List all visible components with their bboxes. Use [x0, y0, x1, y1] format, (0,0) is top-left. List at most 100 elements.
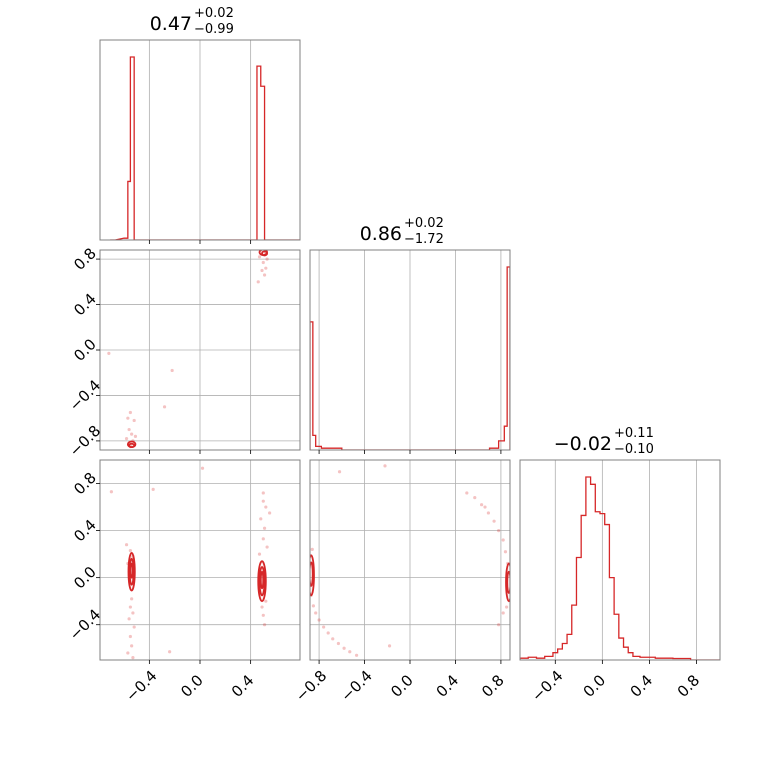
sample-point	[322, 625, 326, 629]
panel-content	[520, 476, 720, 660]
panel-content	[110, 56, 300, 240]
sample-point	[337, 470, 342, 474]
histogram-step	[110, 56, 300, 240]
x-tick-label: 0.4	[627, 671, 657, 701]
sample-point	[479, 503, 484, 507]
sample-point	[127, 427, 131, 432]
param-title-minus: −0.10	[614, 442, 654, 457]
density-contour	[506, 570, 510, 594]
sample-point	[260, 268, 264, 273]
sample-point	[170, 368, 174, 373]
x-tick-label: −0.4	[528, 667, 566, 705]
sample-point	[128, 548, 132, 553]
density-contour	[310, 561, 314, 587]
sample-point	[126, 416, 130, 420]
sample-point	[342, 646, 346, 650]
sample-point	[130, 597, 134, 601]
x-tick-label: 0.4	[228, 671, 258, 701]
sample-point	[265, 257, 269, 261]
density-contour	[129, 562, 134, 579]
x-tick-label: 0.8	[478, 671, 508, 701]
sample-point	[268, 511, 272, 515]
panel-r1-c1: 0.86 +0.02−1.72	[309, 216, 511, 454]
sample-point	[133, 434, 138, 438]
sample-point	[162, 405, 167, 409]
sample-point	[501, 538, 505, 542]
histogram-step	[310, 266, 510, 450]
sample-point	[387, 644, 392, 648]
sample-point	[348, 650, 352, 654]
sample-point	[261, 499, 265, 503]
panel-content	[310, 266, 510, 450]
sample-point	[310, 547, 314, 552]
sample-point	[261, 537, 265, 541]
y-tick-label: 0.0	[70, 335, 100, 365]
sample-point	[128, 605, 132, 609]
param-title-value: 0.86	[360, 223, 402, 245]
sample-point	[314, 611, 318, 615]
sample-point	[492, 519, 496, 523]
sample-point	[131, 611, 135, 615]
param-title-plus: +0.11	[614, 426, 654, 441]
sample-point	[124, 543, 129, 547]
sample-point	[126, 651, 130, 655]
x-tick-label: −0.4	[337, 667, 375, 705]
sample-point	[486, 511, 491, 515]
sample-point	[257, 255, 262, 259]
param-title-minus: −1.72	[404, 232, 444, 247]
y-tick-label: 0.8	[70, 244, 100, 274]
sample-point	[317, 618, 321, 622]
panel-r0-c0: 0.47 +0.02−0.99	[99, 6, 301, 244]
sample-point	[262, 273, 267, 277]
x-tick-label: 0.8	[674, 671, 704, 701]
sample-point	[264, 599, 268, 603]
sample-point	[151, 487, 155, 492]
sample-point	[331, 637, 335, 641]
sample-point	[124, 437, 129, 441]
sample-point	[326, 631, 330, 635]
sample-point	[107, 351, 111, 356]
sample-point	[261, 613, 265, 617]
sample-point	[354, 653, 359, 657]
sample-point	[200, 466, 205, 470]
sample-point	[132, 625, 136, 629]
panel-r1-c0: −0.8−0.40.00.40.8	[66, 244, 301, 460]
y-tick-label: 0.8	[70, 469, 100, 499]
sample-point	[168, 650, 172, 654]
y-tick-label: 0.4	[70, 516, 100, 546]
x-tick-label: −0.4	[122, 667, 160, 705]
sample-point	[311, 604, 316, 608]
sample-point	[503, 550, 508, 554]
sample-point	[131, 656, 135, 660]
sample-point	[483, 505, 487, 509]
sample-point	[259, 517, 263, 521]
sample-point	[265, 545, 269, 549]
sample-point	[261, 260, 265, 265]
panel-content	[310, 464, 510, 657]
sample-point	[264, 505, 268, 509]
sample-point	[130, 644, 134, 648]
sample-point	[262, 623, 267, 627]
sample-point	[109, 490, 113, 494]
sample-point	[501, 611, 505, 615]
sample-point	[128, 410, 132, 415]
param-title-plus: +0.02	[404, 216, 444, 231]
x-tick-label: 0.0	[177, 671, 207, 701]
sample-point	[336, 641, 341, 646]
sample-point	[128, 634, 132, 639]
param-title-value: 0.47	[150, 13, 192, 35]
panel-frame	[519, 459, 721, 661]
sample-point	[127, 617, 131, 621]
x-tick-label: −0.8	[292, 667, 330, 705]
x-tick-label: 0.0	[387, 671, 417, 701]
x-tick-label: 0.0	[580, 671, 610, 701]
density-contour	[128, 442, 136, 449]
panel-r2-c1: −0.8 −0.4 0.0 0.4 0.8	[292, 459, 511, 705]
density-contour	[259, 570, 265, 590]
sample-point	[257, 552, 262, 556]
panel-r2-c0: −0.40.00.40.8−0.4 0.0 0.4	[66, 459, 301, 705]
panel-content	[109, 466, 272, 660]
y-tick-label: 0.0	[70, 563, 100, 593]
param-title-minus: −0.99	[194, 22, 234, 37]
sample-point	[264, 266, 268, 270]
